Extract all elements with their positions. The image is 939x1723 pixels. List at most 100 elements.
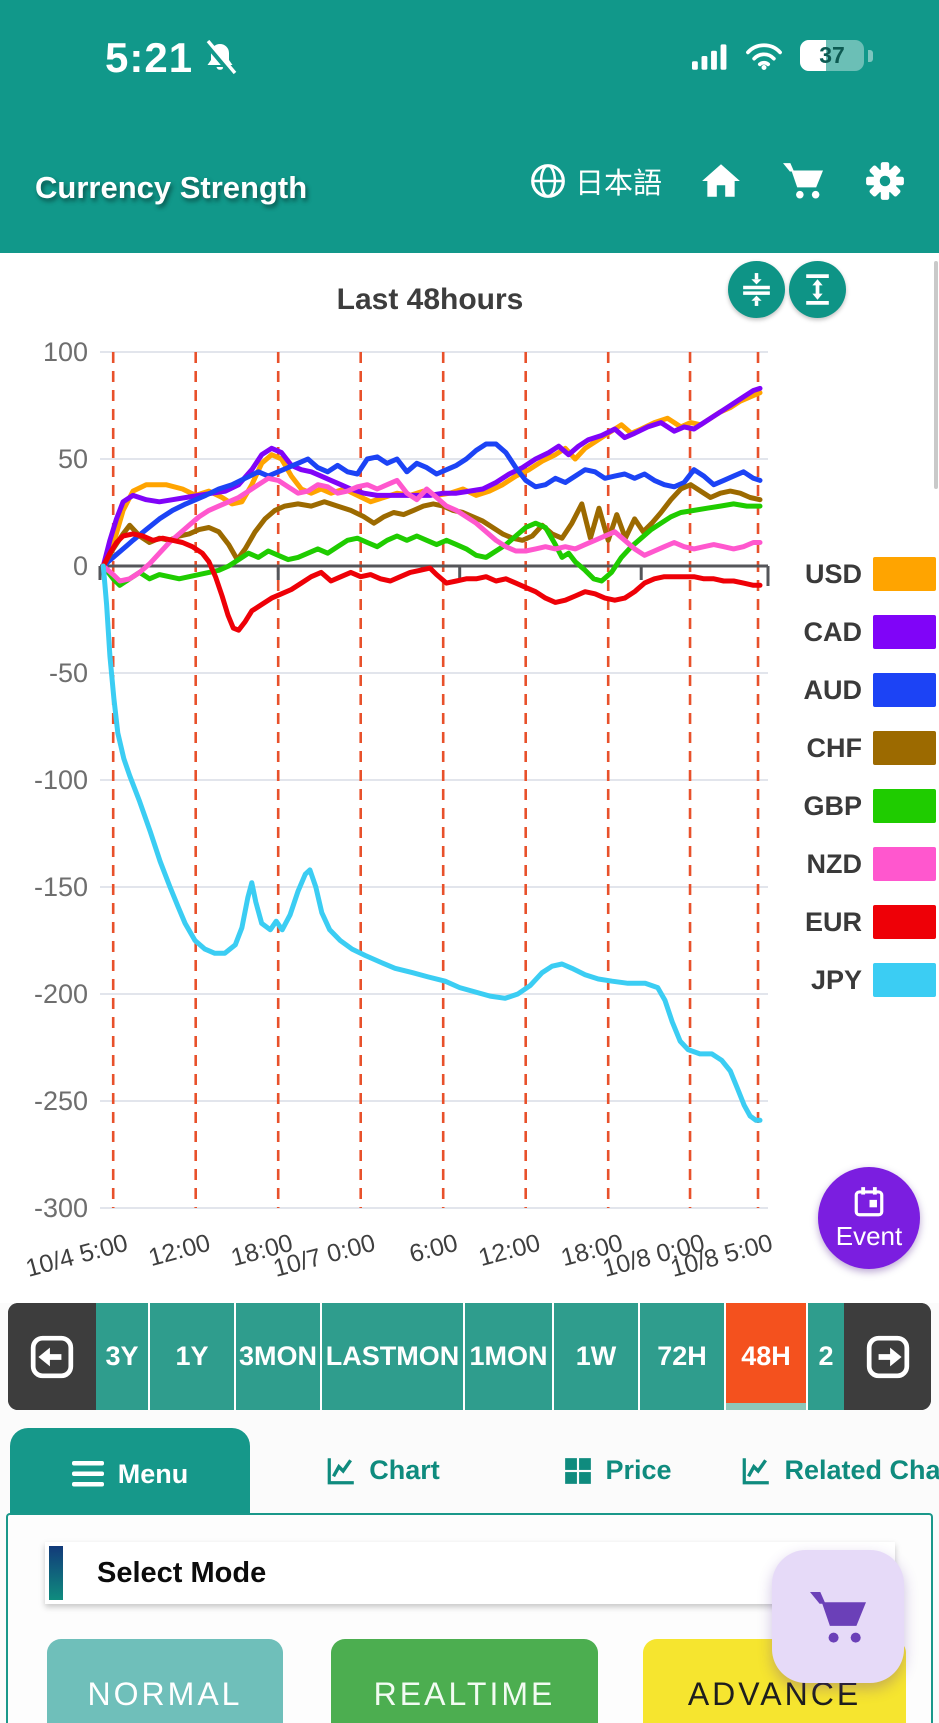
scrollbar[interactable]	[934, 261, 938, 489]
legend-item-AUD[interactable]: AUD	[803, 673, 936, 707]
timeframe-1y[interactable]: 1Y	[148, 1303, 234, 1410]
tab-price[interactable]: Price	[535, 1428, 700, 1513]
timeframe-prev-button[interactable]	[8, 1303, 96, 1410]
floating-cart-button[interactable]	[772, 1550, 904, 1683]
arrow-right-icon	[866, 1335, 910, 1378]
legend-item-NZD[interactable]: NZD	[803, 847, 936, 881]
timeframe-3mon[interactable]: 3MON	[234, 1303, 320, 1410]
timeframe-label: 2	[818, 1341, 834, 1371]
battery-level: 37	[819, 42, 845, 68]
series-AUD	[100, 441, 763, 569]
globe-icon	[531, 164, 565, 198]
compress-chart-button[interactable]	[728, 261, 785, 318]
calendar-icon	[854, 1186, 884, 1216]
event-button-label: Event	[835, 1220, 903, 1251]
tab-label: Related Cha	[784, 1455, 939, 1485]
mode-normal-button[interactable]: NORMAL	[47, 1639, 283, 1723]
hamburger-icon	[71, 1461, 104, 1487]
legend-label: AUD	[803, 674, 863, 705]
timeframe-2[interactable]: 2	[806, 1303, 844, 1410]
home-icon	[702, 164, 740, 197]
mode-realtime-button[interactable]: REALTIME	[331, 1639, 598, 1723]
tab-related-cha[interactable]: Related Cha	[728, 1428, 939, 1513]
y-tick-label: 100	[43, 337, 88, 367]
cellular-signal-icon	[692, 43, 727, 70]
app-title: Currency Strength	[35, 170, 308, 205]
tab-chart[interactable]: Chart	[295, 1428, 470, 1513]
legend-item-JPY[interactable]: JPY	[803, 963, 936, 997]
chart-legend: USD CAD AUD CHF GBP NZD EUR JPY	[803, 557, 936, 997]
timeframe-label: 3MON	[238, 1341, 317, 1371]
language-selector[interactable]: 日本語	[529, 160, 662, 202]
series-CAD	[100, 385, 763, 569]
y-tick-label: -250	[34, 1086, 88, 1116]
legend-item-EUR[interactable]: EUR	[803, 905, 936, 939]
legend-swatch	[873, 557, 936, 591]
timeframe-3y[interactable]: 3Y	[96, 1303, 148, 1410]
legend-label: EUR	[804, 906, 862, 937]
timeframe-label: 1Y	[175, 1341, 209, 1371]
legend-label: CHF	[806, 732, 863, 763]
battery-indicator: 37	[800, 40, 864, 71]
header: 5:21	[0, 0, 939, 253]
tab-bar: Menu Chart Price Related Cha	[0, 1428, 939, 1520]
expand-chart-button[interactable]	[789, 261, 846, 318]
expand-vertical-icon	[806, 274, 829, 305]
selected-underline	[726, 1403, 806, 1410]
legend-swatch	[873, 615, 936, 649]
status-bar: 5:21	[0, 34, 939, 90]
timeframe-48h[interactable]: 48H	[724, 1303, 806, 1410]
legend-item-CAD[interactable]: CAD	[803, 615, 936, 649]
status-time: 5:21	[105, 34, 194, 81]
app-bar: Currency Strength 日本語	[0, 150, 939, 230]
event-button[interactable]: Event	[818, 1167, 920, 1269]
tab-label: Menu	[117, 1458, 189, 1489]
legend-item-USD[interactable]: USD	[803, 557, 936, 591]
settings-button[interactable]	[864, 160, 906, 202]
y-tick-label: -100	[34, 765, 88, 795]
line-chart-icon	[743, 1457, 770, 1484]
x-tick-label: 12:00	[476, 1229, 544, 1272]
timeframe-label: 48H	[741, 1341, 791, 1371]
tab-label: Price	[605, 1455, 672, 1485]
legend-swatch	[873, 673, 936, 707]
wifi-icon	[746, 42, 782, 70]
y-tick-label: 0	[73, 551, 88, 581]
timeframe-next-button[interactable]	[844, 1303, 931, 1410]
cart-button[interactable]	[780, 161, 826, 201]
legend-item-GBP[interactable]: GBP	[803, 789, 936, 823]
arrow-left-icon	[30, 1335, 74, 1378]
select-mode-heading: Select Mode	[97, 1557, 267, 1589]
tab-label: Chart	[369, 1455, 440, 1485]
legend-item-CHF[interactable]: CHF	[803, 731, 936, 765]
timeframe-1w[interactable]: 1W	[552, 1303, 638, 1410]
timeframe-1mon[interactable]: 1MON	[463, 1303, 552, 1410]
legend-label: JPY	[810, 964, 862, 995]
legend-label: USD	[804, 558, 862, 589]
cart-icon	[783, 163, 823, 199]
timeframe-lastmon[interactable]: LASTMON	[320, 1303, 463, 1410]
timeframe-label: 1W	[575, 1341, 617, 1371]
chart-title: Last 48hours	[336, 283, 524, 316]
gear-icon	[866, 162, 904, 200]
y-tick-label: -50	[49, 658, 88, 688]
legend-swatch	[873, 963, 936, 997]
legend-swatch	[873, 789, 936, 823]
home-button[interactable]	[700, 162, 742, 200]
battery-nub	[868, 49, 873, 62]
tab-menu[interactable]: Menu	[10, 1428, 250, 1520]
series-NZD	[100, 475, 763, 584]
timeframe-items: 3Y 1Y 3MON LASTMON 1MON 1W 72H 48H 2	[96, 1303, 844, 1410]
timeframe-72h[interactable]: 72H	[638, 1303, 724, 1410]
grid-icon	[565, 1457, 592, 1484]
legend-swatch	[873, 731, 936, 765]
x-tick-label: 12:00	[146, 1229, 214, 1272]
legend-swatch	[873, 905, 936, 939]
chart-card: Last 48hours 100 50 0 -50 -100 -150 -200 -250 -3…	[0, 253, 939, 1303]
compress-vertical-icon	[743, 273, 770, 306]
y-tick-label: -300	[34, 1193, 88, 1223]
y-tick-label: 50	[58, 444, 88, 474]
y-tick-label: -200	[34, 979, 88, 1009]
timeframe-label: 3Y	[105, 1341, 139, 1371]
